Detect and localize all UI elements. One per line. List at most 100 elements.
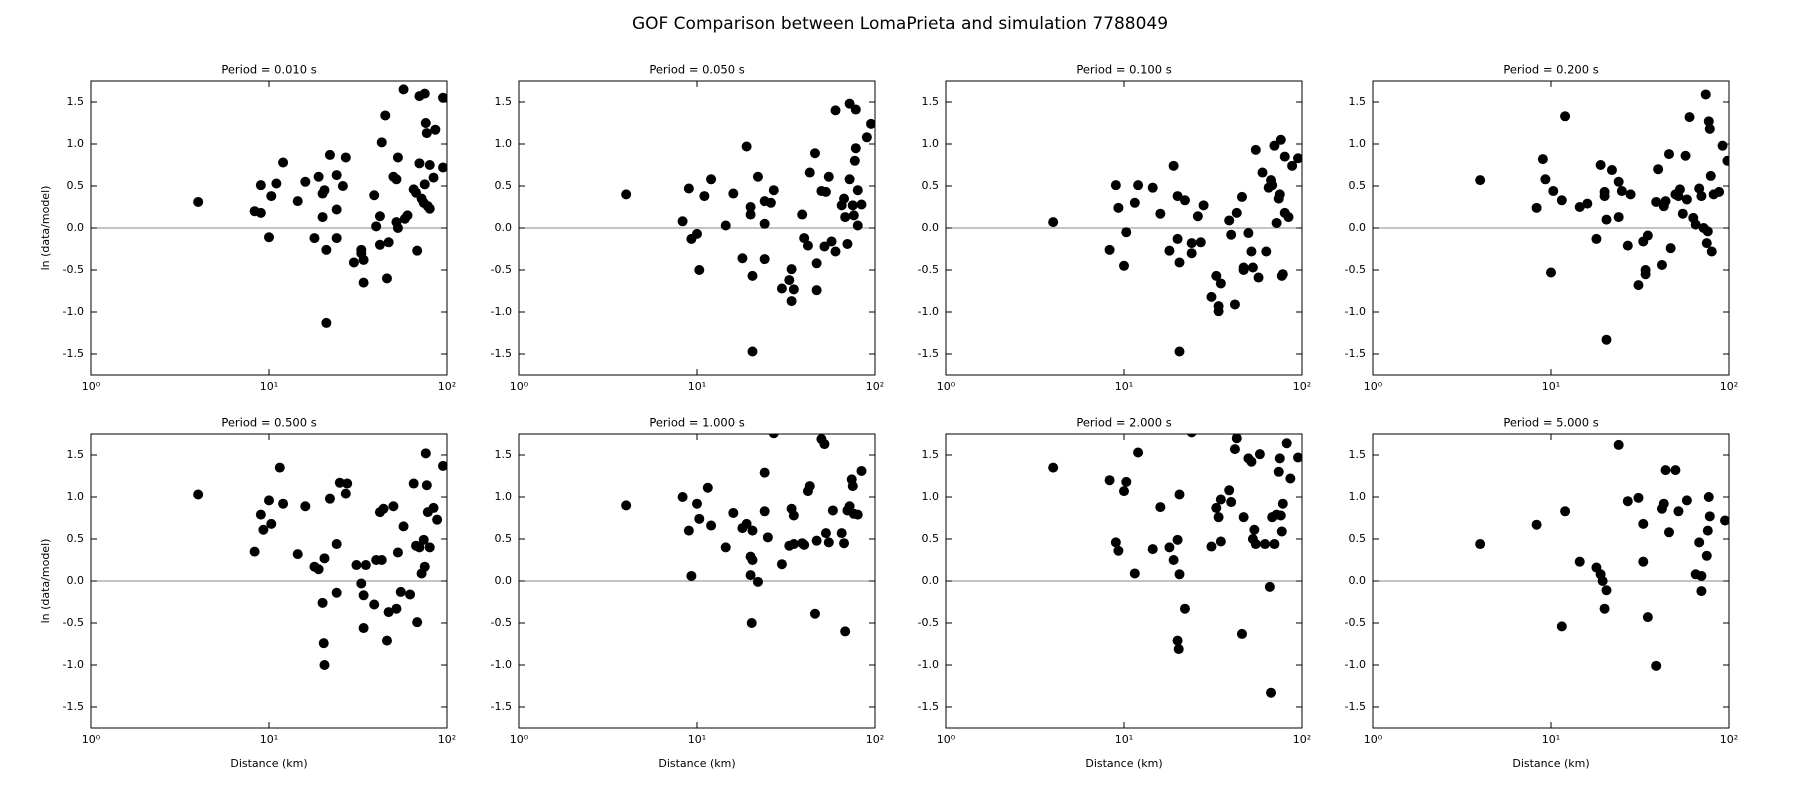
point bbox=[802, 240, 813, 251]
point bbox=[1293, 153, 1302, 164]
y-tick-label: -1.5 bbox=[63, 700, 84, 713]
point bbox=[1722, 155, 1729, 166]
point bbox=[331, 539, 342, 550]
point bbox=[1164, 542, 1175, 553]
point bbox=[856, 465, 867, 476]
point bbox=[1274, 189, 1285, 200]
point bbox=[728, 507, 739, 518]
x-tick-label: 10⁰ bbox=[1364, 380, 1383, 393]
x-tick-label: 10⁰ bbox=[937, 380, 956, 393]
point bbox=[1601, 214, 1612, 225]
y-tick-label: -0.5 bbox=[491, 616, 512, 629]
point bbox=[866, 118, 875, 129]
point bbox=[765, 197, 776, 208]
x-tick-label: 10² bbox=[1720, 733, 1738, 746]
point bbox=[741, 518, 752, 529]
x-tick-label: 10¹ bbox=[688, 733, 706, 746]
point bbox=[1642, 612, 1653, 623]
point bbox=[706, 520, 717, 531]
point bbox=[1275, 134, 1286, 145]
point bbox=[331, 204, 342, 215]
point bbox=[255, 207, 266, 218]
point bbox=[844, 98, 855, 109]
point bbox=[1279, 151, 1290, 162]
point bbox=[324, 149, 335, 160]
point bbox=[255, 180, 266, 191]
point bbox=[1195, 237, 1206, 248]
x-tick-label: 10⁰ bbox=[82, 733, 101, 746]
point bbox=[1696, 586, 1707, 597]
point bbox=[1705, 170, 1716, 181]
point bbox=[292, 196, 303, 207]
point bbox=[1658, 498, 1669, 509]
x-tick-label: 10² bbox=[1293, 380, 1311, 393]
point bbox=[1599, 191, 1610, 202]
point bbox=[1215, 536, 1226, 547]
point bbox=[692, 498, 702, 509]
point bbox=[1113, 202, 1124, 213]
point bbox=[1253, 272, 1264, 283]
point bbox=[1174, 569, 1185, 580]
points bbox=[621, 98, 875, 357]
point bbox=[759, 506, 770, 517]
point bbox=[1174, 346, 1185, 357]
point bbox=[830, 105, 841, 116]
point bbox=[1238, 512, 1249, 523]
point bbox=[356, 578, 367, 589]
point bbox=[1701, 238, 1712, 249]
point bbox=[430, 124, 441, 135]
point bbox=[1613, 439, 1624, 450]
point bbox=[1243, 228, 1254, 239]
points bbox=[1475, 89, 1729, 345]
point bbox=[1681, 194, 1692, 205]
point bbox=[1694, 183, 1705, 194]
point bbox=[1681, 495, 1692, 506]
point bbox=[847, 200, 858, 211]
point bbox=[1224, 215, 1235, 226]
y-tick-label: 1.5 bbox=[1349, 448, 1367, 461]
subplot: Period = 0.010 s -1.5 -1.0 -0.5 0.0 0.5 1.0 1.5… bbox=[39, 63, 456, 394]
point bbox=[1269, 539, 1280, 550]
point bbox=[1703, 116, 1714, 127]
y-tick-label: -0.5 bbox=[918, 616, 939, 629]
y-tick-label: 1.0 bbox=[922, 137, 940, 150]
x-tick-label: 10⁰ bbox=[510, 733, 529, 746]
y-tick-label: 0.0 bbox=[67, 221, 85, 234]
subplot: Period = 0.500 s -1.5 -1.0 -0.5 0.0 0.5 1.0 1.5… bbox=[39, 416, 456, 771]
point bbox=[428, 172, 439, 183]
point bbox=[1172, 191, 1183, 202]
subplot-title: Period = 0.100 s bbox=[1076, 63, 1171, 77]
point bbox=[1531, 519, 1542, 530]
point bbox=[1670, 465, 1681, 476]
point bbox=[1269, 140, 1280, 151]
point bbox=[1704, 123, 1715, 134]
point bbox=[381, 635, 392, 646]
point bbox=[392, 547, 403, 558]
point bbox=[840, 212, 851, 223]
y-tick-label: 1.0 bbox=[495, 490, 513, 503]
point bbox=[1250, 144, 1261, 155]
point bbox=[1104, 475, 1115, 486]
y-tick-label: 0.5 bbox=[1349, 532, 1367, 545]
x-axis-label: Distance (km) bbox=[1512, 757, 1589, 770]
point bbox=[844, 174, 855, 185]
point bbox=[1261, 246, 1272, 257]
point bbox=[820, 186, 831, 197]
point bbox=[1606, 165, 1617, 176]
y-tick-label: -1.0 bbox=[63, 305, 84, 318]
point bbox=[1119, 260, 1129, 271]
point bbox=[418, 534, 429, 545]
point bbox=[421, 128, 432, 139]
point bbox=[1250, 539, 1261, 550]
y-tick-label: 1.0 bbox=[1349, 137, 1367, 150]
point bbox=[358, 590, 369, 601]
point bbox=[1663, 527, 1674, 538]
point bbox=[1690, 219, 1701, 230]
point bbox=[1173, 644, 1184, 655]
point bbox=[1133, 447, 1144, 458]
subplot-title: Period = 0.200 s bbox=[1503, 63, 1598, 77]
point bbox=[847, 481, 858, 492]
y-tick-label: -0.5 bbox=[491, 263, 512, 276]
point bbox=[278, 498, 289, 509]
